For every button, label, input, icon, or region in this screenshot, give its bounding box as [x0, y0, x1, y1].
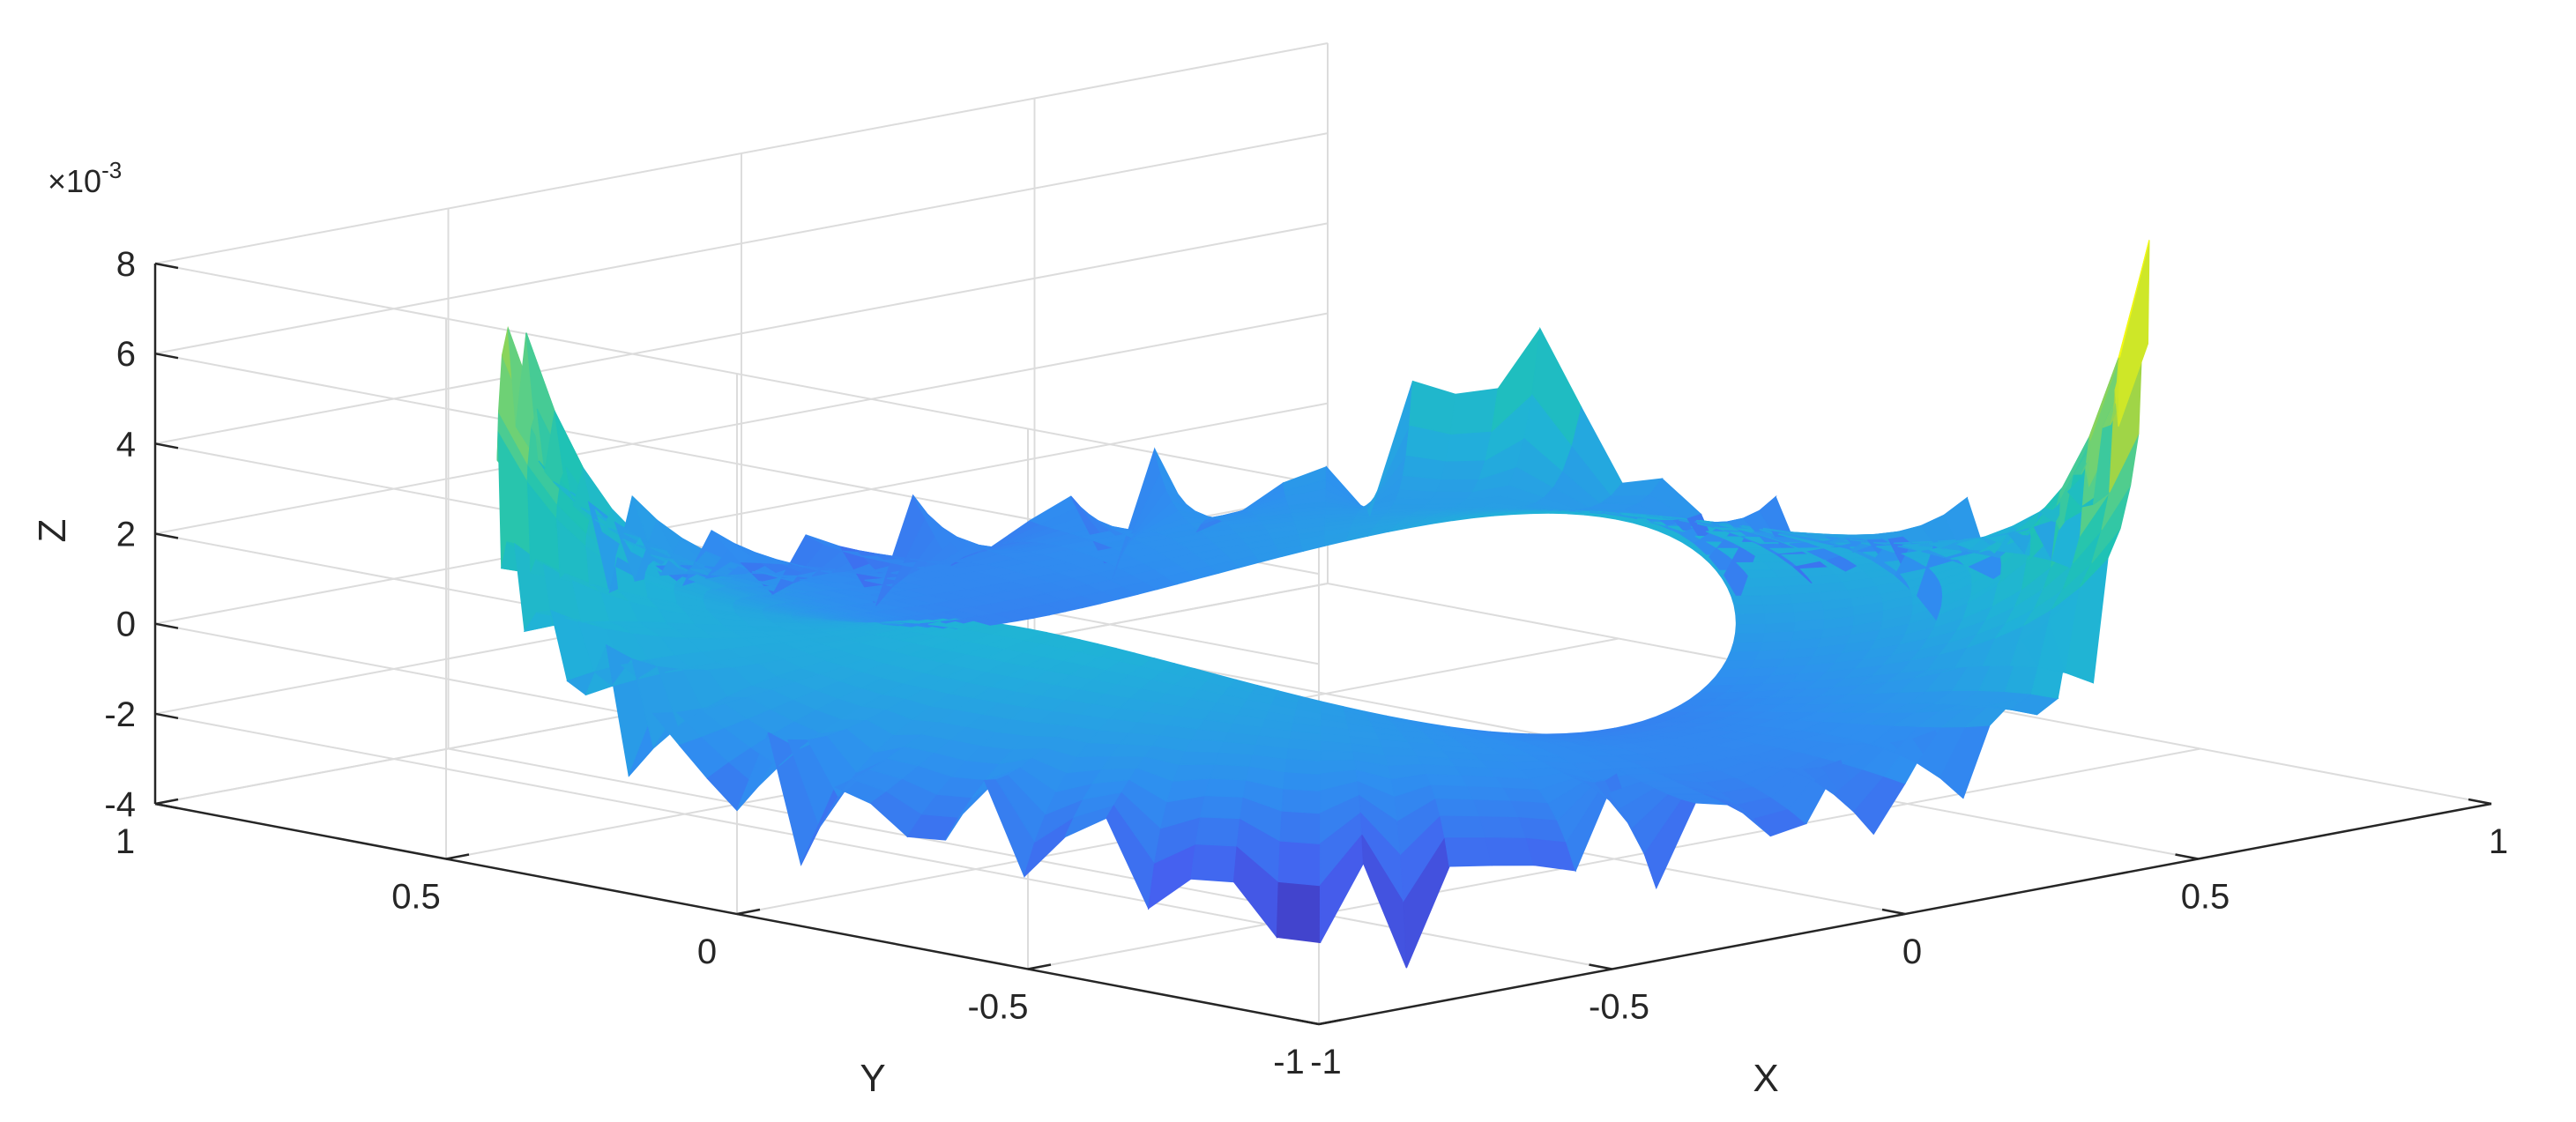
surface-patch [1735, 613, 1767, 625]
surface-patch [1440, 815, 1487, 839]
y-tick [445, 853, 470, 860]
y-tick-label: -0.5 [968, 988, 1029, 1027]
x-tick [1295, 1018, 1320, 1026]
z-multiplier-label: ×10-3 [48, 157, 122, 199]
surface-mesh [496, 240, 2150, 969]
y-axis-title: Y [860, 1057, 885, 1100]
surface-patch [1199, 794, 1245, 820]
surface-patch [1173, 763, 1216, 782]
z-multiplier-base: ×10 [48, 163, 101, 199]
surface-patch [1732, 631, 1766, 643]
surface-patch [1179, 750, 1220, 766]
surface-patch [1793, 619, 1826, 632]
surface-patch [1441, 459, 1486, 480]
z-tick [154, 802, 179, 810]
z-tick [154, 532, 179, 539]
axis-labels: X Y Z ×10-3 [31, 157, 1779, 1100]
surface-patch [1195, 816, 1241, 847]
surface-patch [1435, 478, 1480, 493]
z-tick-label: 0 [116, 606, 136, 644]
grid-line [1027, 747, 2201, 970]
surface-patch [1731, 595, 1765, 606]
surface-patch [1409, 380, 1456, 435]
z-tick-label: 8 [116, 245, 136, 284]
x-tick-label: 0 [1902, 933, 1922, 971]
y-tick-label: 0 [697, 933, 717, 971]
surface-patch [1445, 430, 1493, 462]
surface-patch [1431, 490, 1475, 500]
z-tick [154, 262, 179, 270]
z-tick [154, 712, 179, 720]
y-tick [1318, 1018, 1343, 1026]
surface-patch [2118, 240, 2150, 359]
x-tick-label: -1 [1310, 1043, 1342, 1081]
surface-patch [1434, 798, 1481, 818]
surface-patch [1283, 771, 1322, 791]
surface-patch [1735, 622, 1767, 634]
y-tick-label: -1 [1273, 1043, 1305, 1081]
surface-patch [1277, 840, 1322, 887]
x-tick-label: 1 [2489, 822, 2508, 861]
z-axis-title: Z [31, 519, 74, 543]
surface-patch [1450, 388, 1500, 435]
z-tick [154, 352, 179, 360]
surface-patch [1430, 784, 1475, 801]
surface-patch [1281, 788, 1322, 814]
x-tick [2175, 853, 2199, 860]
x-tick-label: 0.5 [2181, 878, 2230, 917]
y-tick-label: 0.5 [391, 878, 441, 917]
z-tick-label: 6 [116, 335, 136, 374]
y-tick [154, 798, 179, 806]
y-tick-label: 1 [115, 822, 135, 861]
y-tick [736, 908, 761, 916]
x-tick [1881, 908, 1906, 916]
surface-patch [1730, 641, 1764, 652]
surface-patch [1444, 837, 1493, 867]
surface-patch [1725, 650, 1761, 661]
y-tick [1027, 963, 1052, 970]
surface-patch [1733, 604, 1767, 615]
surface-patch [1485, 837, 1535, 866]
surface-patch [1276, 881, 1322, 944]
x-tick [2468, 798, 2492, 806]
x-axis-title: X [1753, 1057, 1778, 1100]
surface-patch [1204, 777, 1247, 798]
z-tick [154, 622, 179, 629]
x-tick [1589, 963, 1612, 970]
surface-patch [1764, 612, 1797, 624]
z-tick-label: 4 [116, 425, 136, 464]
surface-patch [1279, 810, 1322, 844]
z-tick-label: 2 [116, 516, 136, 554]
surface-patch [1755, 585, 1791, 597]
surface-patch [1190, 843, 1238, 883]
z-tick [154, 442, 179, 450]
x-tick-label: -0.5 [1589, 988, 1649, 1027]
surface-patch [1209, 763, 1251, 781]
z-tick-label: -2 [104, 695, 136, 734]
z-multiplier-exponent: -3 [101, 157, 122, 183]
surface-patch [1320, 749, 1356, 762]
z-tick-label: -4 [104, 785, 136, 824]
